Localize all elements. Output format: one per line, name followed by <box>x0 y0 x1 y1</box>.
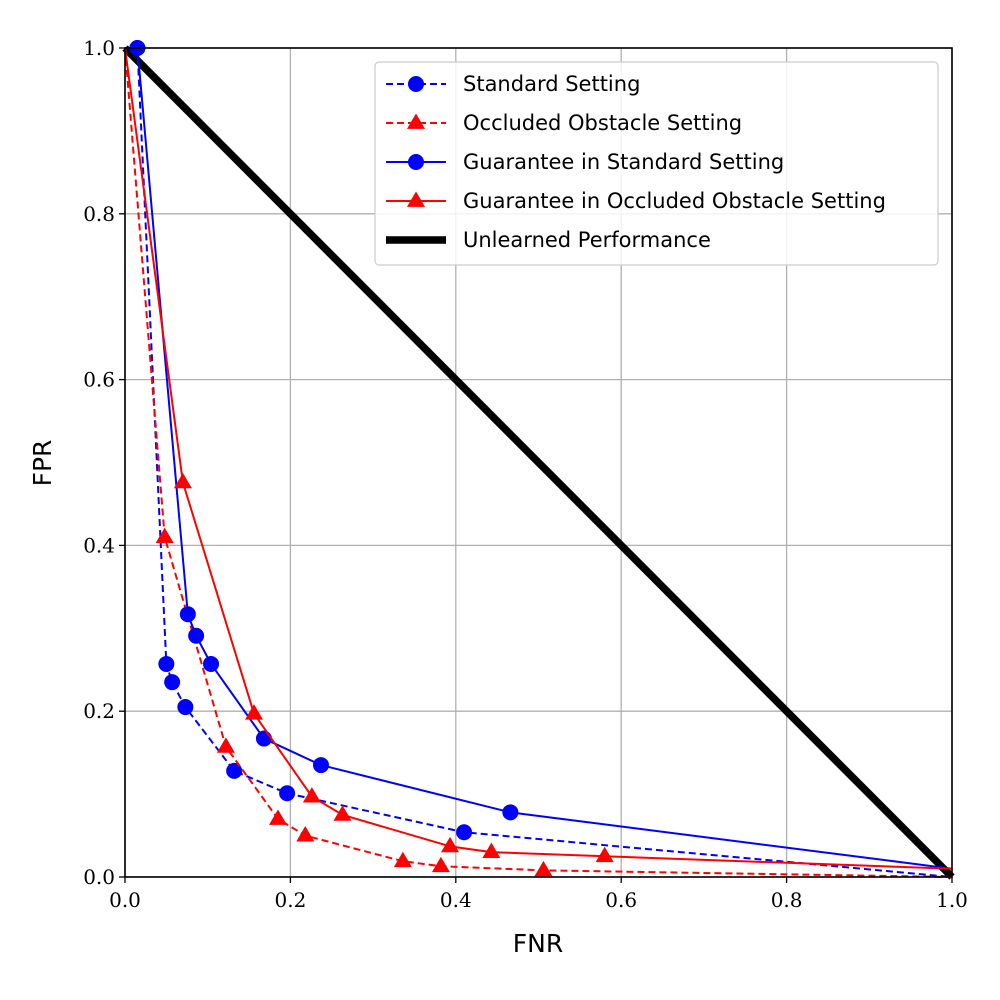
legend-marker-standard-setting-point <box>408 76 424 92</box>
series-line-unlearned-performance <box>122 45 955 880</box>
legend-label: Guarantee in Occluded Obstacle Setting <box>463 189 886 213</box>
legend-label: Guarantee in Standard Setting <box>463 150 784 174</box>
series-layer <box>122 40 955 880</box>
y-tick-label: 0.0 <box>83 865 115 889</box>
series-standard-setting-point <box>456 824 473 841</box>
x-axis-label: FNR <box>513 929 563 958</box>
series-guarantee-in-standard-setting-point <box>203 655 220 672</box>
series-guarantee-in-occluded-obstacle-setting-point <box>302 787 321 803</box>
series-occluded-obstacle-setting-point <box>431 856 450 873</box>
legend-marker-occluded-obstacle-setting-point <box>406 113 426 129</box>
legend-label: Occluded Obstacle Setting <box>463 111 742 135</box>
y-axis-ticks: 0.0 0.2 0.4 0.6 0.8 1.0 <box>83 36 125 889</box>
x-tick-label: 0.6 <box>605 888 637 912</box>
series-standard-setting-point <box>279 785 296 802</box>
x-tick-label: 0.4 <box>440 888 472 912</box>
series-guarantee-in-occluded-obstacle-setting <box>124 47 953 870</box>
legend-box <box>374 61 939 266</box>
series-guarantee-in-occluded-obstacle-setting-point <box>482 842 501 859</box>
series-guarantee-in-standard-setting-point <box>502 804 519 821</box>
series-guarantee-in-standard-setting-point <box>312 757 329 774</box>
y-tick-label: 0.2 <box>83 699 115 723</box>
series-guarantee-in-occluded-obstacle-setting-point <box>595 846 614 863</box>
series-guarantee-in-occluded-obstacle-setting-point <box>173 472 192 489</box>
legend-label: Standard Setting <box>463 72 640 96</box>
series-occluded-obstacle-setting-point <box>268 809 288 825</box>
legend-marker-guarantee-in-occluded-obstacle-setting-point <box>406 191 426 207</box>
series-standard-setting-point <box>177 699 194 716</box>
plot-frame <box>124 47 953 878</box>
series-standard-setting-point <box>164 674 181 691</box>
series-standard-setting-point <box>226 762 243 779</box>
series-guarantee-in-occluded-obstacle-setting-point <box>333 805 352 821</box>
series-standard-setting-point <box>158 655 175 672</box>
x-axis-ticks: 0.0 0.2 0.4 0.6 0.8 1.0 <box>109 877 968 912</box>
y-tick-label: 0.4 <box>83 533 115 557</box>
series-occluded-obstacle-setting-point <box>155 527 174 543</box>
legend-marker-guarantee-in-standard-setting-point <box>408 154 424 170</box>
series-guarantee-in-occluded-obstacle-setting-point <box>440 836 460 853</box>
y-tick-label: 0.8 <box>83 202 115 226</box>
x-tick-label: 1.0 <box>936 888 968 912</box>
series-guarantee-in-occluded-obstacle-setting-point <box>244 704 264 720</box>
series-guarantee-in-standard-setting-point <box>188 627 205 644</box>
series-guarantee-in-standard-setting <box>125 40 953 870</box>
y-tick-label: 0.6 <box>83 368 115 392</box>
x-tick-label: 0.2 <box>274 888 306 912</box>
series-occluded-obstacle-setting-point <box>216 737 235 753</box>
series-guarantee-in-standard-setting-point <box>255 730 272 747</box>
series-unlearned-performance <box>122 45 955 880</box>
x-tick-label: 0.8 <box>771 888 803 912</box>
legend-label: Unlearned Performance <box>463 228 711 252</box>
y-axis-label: FPR <box>28 440 57 487</box>
legend: Standard Setting Occluded Obstacle Settin… <box>374 61 939 266</box>
y-tick-label: 1.0 <box>83 36 115 60</box>
series-occluded-obstacle-setting-point <box>296 826 315 842</box>
series-occluded-obstacle-setting-point <box>534 860 553 877</box>
x-tick-label: 0.0 <box>109 888 141 912</box>
series-guarantee-in-standard-setting-point <box>179 606 196 623</box>
series-occluded-obstacle-setting-point <box>393 851 412 868</box>
